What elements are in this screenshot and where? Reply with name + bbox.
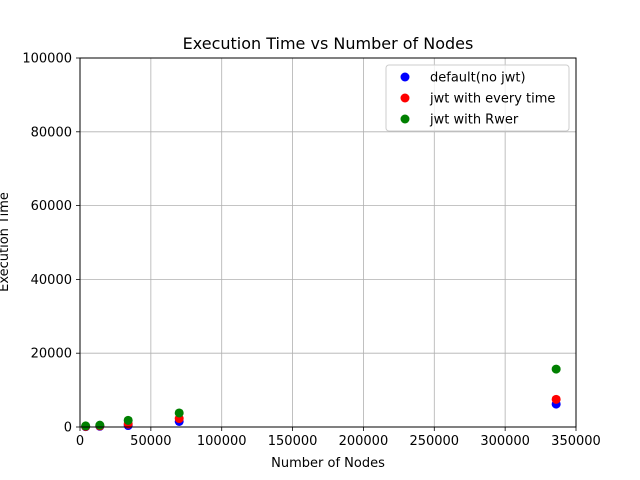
x-axis-label: Number of Nodes [271, 456, 385, 471]
legend: default(no jwt) jwt with every time jwt wi… [385, 64, 570, 132]
legend-label-0: default(no jwt) [430, 71, 526, 86]
y-tick-label: 80000 [31, 125, 72, 140]
chart-title: Execution Time vs Number of Nodes [183, 34, 474, 53]
x-tick-label: 150000 [268, 434, 318, 449]
legend-marker-2 [400, 114, 410, 124]
y-axis-ticks: 0 20000 40000 60000 80000 100000 [22, 52, 80, 436]
plot-frame [79, 57, 577, 428]
x-tick-label: 350000 [551, 434, 601, 449]
legend-box [385, 64, 570, 132]
x-tick-label: 300000 [480, 434, 530, 449]
y-tick-label: 60000 [31, 199, 72, 214]
x-tick-label: 100000 [197, 434, 247, 449]
x-tick-label: 250000 [409, 434, 459, 449]
y-axis-label: Execution Time [0, 192, 12, 292]
legend-label-1: jwt with every time [429, 92, 555, 107]
data-points [81, 364, 561, 432]
y-tick-label: 100000 [22, 52, 72, 67]
y-tick-label: 0 [64, 421, 72, 436]
legend-marker-0 [400, 72, 410, 82]
data-point-2-0 [81, 421, 91, 431]
data-point-2-4 [551, 364, 561, 374]
x-tick-label: 200000 [339, 434, 389, 449]
x-tick-label: 50000 [130, 434, 171, 449]
y-tick-label: 40000 [31, 273, 72, 288]
data-point-2-1 [95, 420, 105, 430]
x-axis-ticks: 0 50000 100000 150000 200000 250000 300000 3500… [76, 427, 601, 449]
y-tick-label: 20000 [31, 347, 72, 362]
legend-label-2: jwt with Rwer [429, 113, 519, 128]
data-point-2-2 [123, 415, 133, 425]
x-tick-label: 0 [76, 434, 84, 449]
legend-marker-1 [400, 93, 410, 103]
data-point-2-3 [174, 408, 184, 418]
data-point-1-4 [551, 394, 561, 404]
